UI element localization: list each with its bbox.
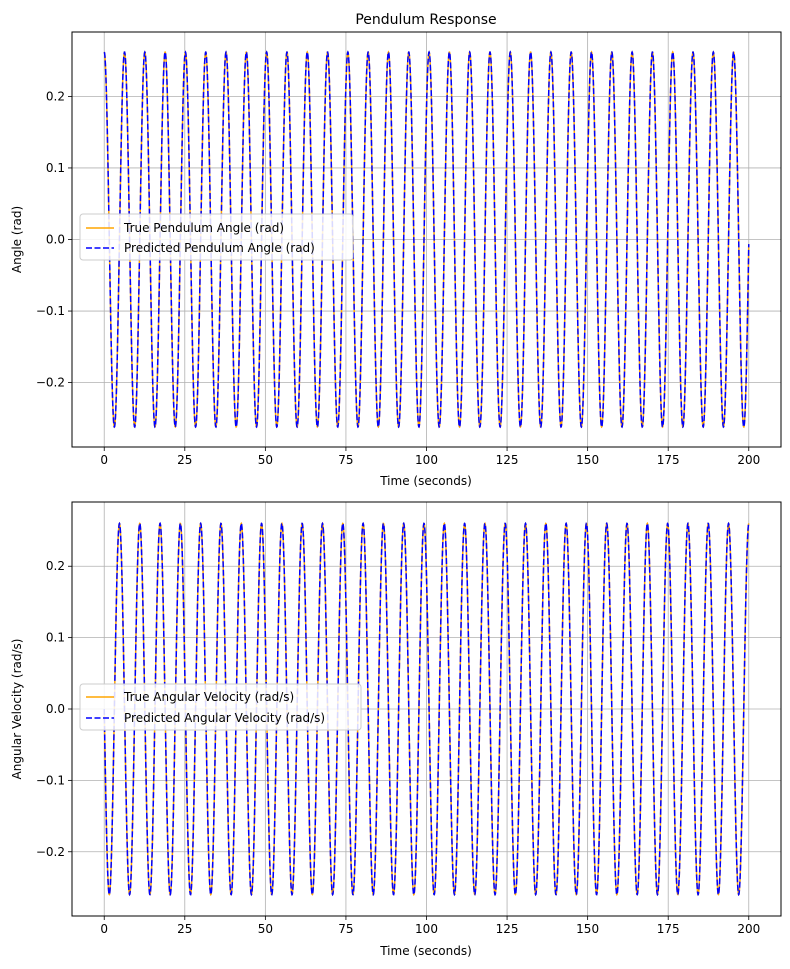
angle-x-tick-label: 25: [177, 453, 192, 467]
velocity-legend-box: [79, 683, 362, 731]
velocity-y-axis-label: Angular Velocity (rad/s): [10, 639, 24, 780]
velocity-legend-true-label: True Angular Velocity (rad/s): [123, 690, 294, 704]
angle-y-tick-label: 0.1: [46, 161, 65, 175]
velocity-y-tick-label: −0.1: [36, 773, 65, 787]
angle-legend-predicted-label: Predicted Pendulum Angle (rad): [124, 241, 315, 255]
velocity-ticks: 0 25 50 75 100 125 150 175 200 −0.2 −0.1 0.0 0.1 0.2: [36, 559, 760, 936]
velocity-y-tick-label: −0.2: [36, 845, 65, 859]
angle-y-tick-label: −0.1: [36, 304, 65, 318]
velocity-x-tick-label: 175: [657, 922, 680, 936]
angle-predicted-series-line: [103, 50, 750, 429]
velocity-predicted-series-line: [103, 521, 750, 897]
velocity-panel: 0 25 50 75 100 125 150 175 200−0.2−0.10.00.10.2 …: [10, 501, 782, 958]
velocity-legend: True Angular Velocity (rad/s) Predicted …: [79, 683, 362, 731]
velocity-x-tick-label: 200: [737, 922, 760, 936]
velocity-x-tick-label: 125: [496, 922, 519, 936]
angle-x-tick-label: 150: [576, 453, 599, 467]
angle-x-tick-label: 200: [737, 453, 760, 467]
angle-legend-true-label: True Pendulum Angle (rad): [123, 221, 284, 235]
velocity-x-axis-label: Time (seconds): [379, 944, 472, 958]
angle-y-tick-label: 0.0: [46, 233, 65, 247]
angle-x-axis-label: Time (seconds): [379, 474, 472, 488]
angle-y-tick-label: −0.2: [36, 376, 65, 390]
angle-legend-box: [79, 213, 354, 261]
angle-panel: Pendulum Response 0 25 50 75 100 125 150 175 200…: [10, 12, 782, 488]
velocity-x-tick-label: 0: [100, 922, 108, 936]
angle-x-tick-label: 0: [100, 453, 108, 467]
angle-ticks: 0 25 50 75 100 125 150 175 200 −0.2 −0.1 0.0 0.1 0.2: [36, 89, 760, 467]
angle-y-axis-label: Angle (rad): [10, 206, 24, 273]
velocity-x-tick-label: 25: [177, 922, 192, 936]
angle-y-tick-label: 0.2: [46, 89, 65, 103]
velocity-x-tick-label: 75: [338, 922, 353, 936]
angle-x-tick-label: 75: [338, 453, 353, 467]
velocity-y-tick-label: 0.1: [46, 631, 65, 645]
velocity-x-tick-label: 50: [258, 922, 273, 936]
angle-series-lines: [103, 50, 750, 429]
velocity-y-tick-label: 0.2: [46, 559, 65, 573]
angle-x-tick-label: 50: [258, 453, 273, 467]
angle-x-tick-label: 125: [496, 453, 519, 467]
velocity-x-tick-label: 150: [576, 922, 599, 936]
chart-title: Pendulum Response: [355, 12, 496, 28]
velocity-legend-predicted-label: Predicted Angular Velocity (rad/s): [124, 711, 325, 725]
angle-x-tick-label: 175: [657, 453, 680, 467]
angle-x-tick-label: 100: [415, 453, 438, 467]
velocity-y-tick-label: 0.0: [46, 702, 65, 716]
velocity-x-tick-label: 100: [415, 922, 438, 936]
angle-legend: True Pendulum Angle (rad) Predicted Pend…: [79, 213, 354, 261]
velocity-series-lines: [103, 521, 750, 897]
